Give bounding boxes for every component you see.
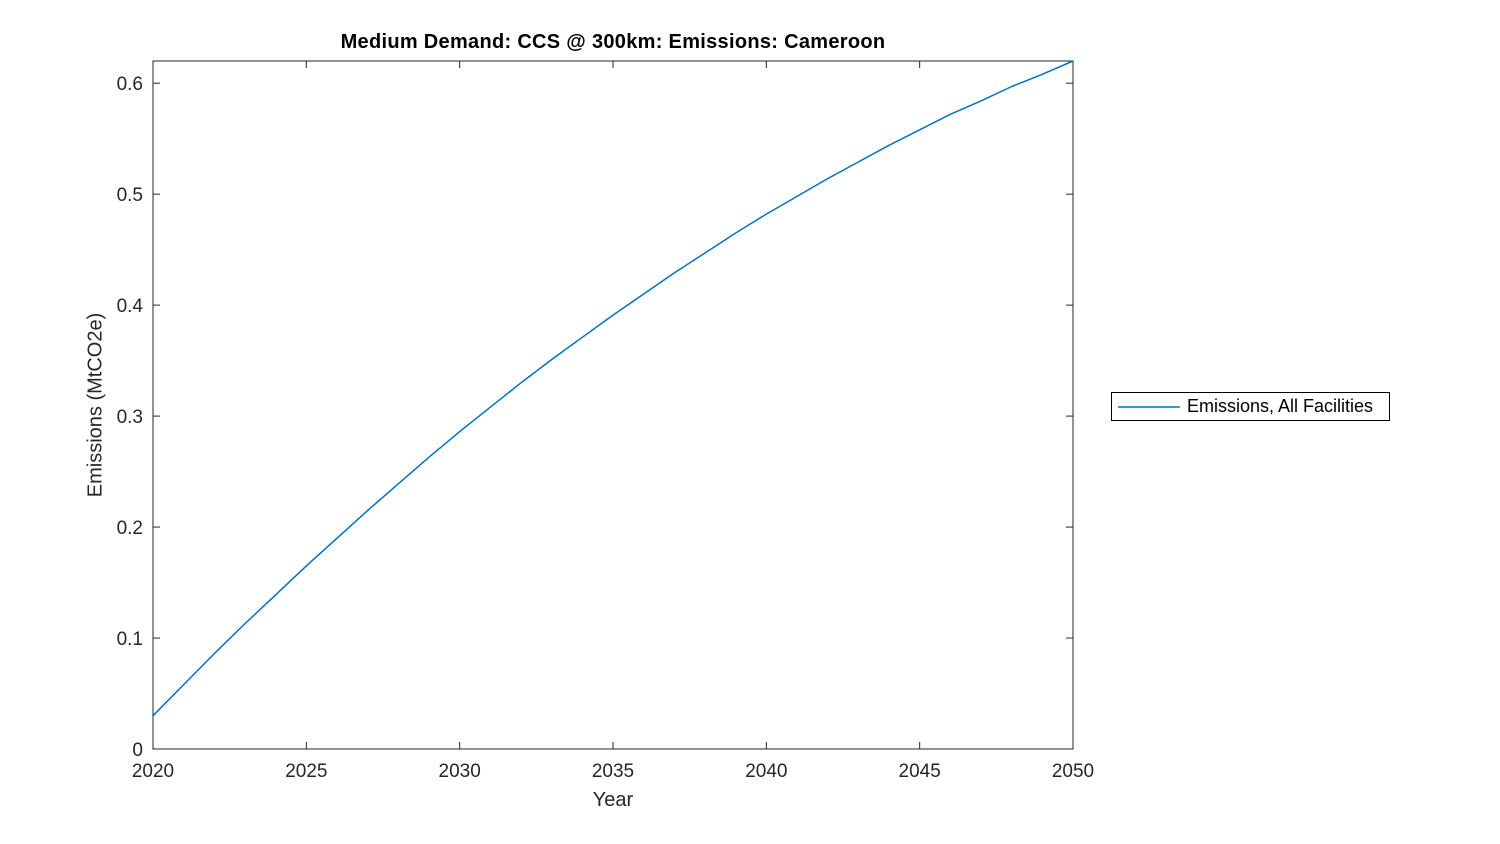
legend: Emissions, All Facilities bbox=[1111, 392, 1390, 421]
chart-title: Medium Demand: CCS @ 300km: Emissions: C… bbox=[340, 31, 886, 53]
y-tick-label: 0.3 bbox=[117, 407, 143, 428]
y-tick-label: 0.5 bbox=[117, 185, 143, 206]
y-tick-label: 0.2 bbox=[117, 518, 143, 539]
x-tick-label: 2025 bbox=[285, 761, 327, 782]
y-tick-label: 0.4 bbox=[117, 296, 144, 317]
y-axis-label: Emissions (MtCO2e) bbox=[84, 312, 107, 498]
y-tick-label: 0.1 bbox=[117, 629, 143, 650]
x-tick-label: 2045 bbox=[899, 761, 941, 782]
x-tick-label: 2040 bbox=[745, 761, 787, 782]
plot-box bbox=[152, 60, 1074, 750]
y-tick-label: 0 bbox=[132, 740, 143, 761]
x-tick-label: 2050 bbox=[1052, 761, 1094, 782]
x-tick-label: 2030 bbox=[439, 761, 481, 782]
legend-line-sample bbox=[1118, 405, 1180, 408]
legend-entry-label: Emissions, All Facilities bbox=[1187, 396, 1374, 416]
x-tick-label: 2035 bbox=[592, 761, 634, 782]
x-tick-label: 2020 bbox=[132, 761, 174, 782]
x-axis-label: Year bbox=[592, 789, 634, 811]
y-tick-label: 0.6 bbox=[117, 74, 143, 95]
series-line bbox=[152, 60, 1074, 717]
